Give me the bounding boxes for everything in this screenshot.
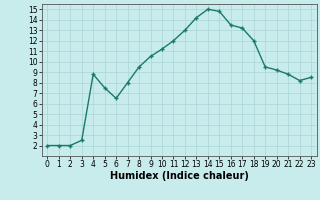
- X-axis label: Humidex (Indice chaleur): Humidex (Indice chaleur): [110, 171, 249, 181]
